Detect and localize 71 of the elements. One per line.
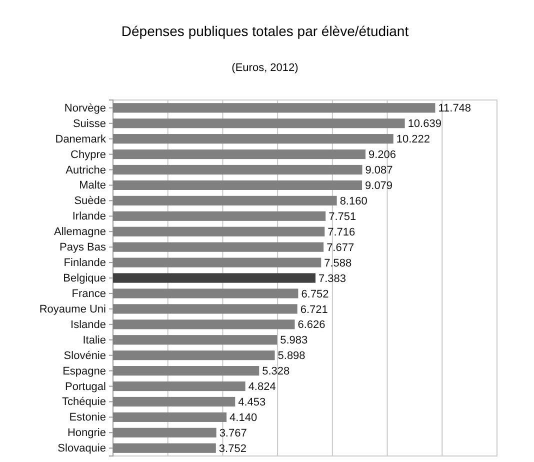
data-label: 4.824 <box>248 381 276 394</box>
y-tick-label: Royaume Uni <box>39 303 106 316</box>
bar <box>113 118 405 128</box>
bar <box>113 273 316 283</box>
bar <box>113 320 295 330</box>
bar <box>113 288 298 298</box>
data-label: 6.752 <box>301 288 329 300</box>
data-label: 9.079 <box>365 180 393 192</box>
y-tick-label: Suisse <box>72 118 106 130</box>
y-tick-label: Malte <box>79 180 106 192</box>
data-label: 5.328 <box>262 366 290 378</box>
data-label: 9.087 <box>365 164 393 177</box>
y-tick-label: France <box>72 288 106 300</box>
data-label: 4.140 <box>230 412 258 424</box>
bar <box>113 304 298 314</box>
data-label: 5.983 <box>280 334 308 347</box>
bar <box>113 443 216 453</box>
bar <box>113 366 260 376</box>
y-tick-label: Italie <box>82 334 106 346</box>
y-tick-label: Espagne <box>62 365 106 378</box>
data-label: 6.626 <box>298 319 326 332</box>
data-label: 10.639 <box>408 118 442 130</box>
data-label: 7.677 <box>326 242 354 254</box>
y-tick-label: Allemagne <box>54 226 106 238</box>
data-label: 8.160 <box>340 196 368 208</box>
y-tick-label: Slovaquie <box>58 442 106 455</box>
y-tick-label: Portugal <box>65 380 106 393</box>
bar <box>113 258 322 268</box>
chart-title: Dépenses publiques totales par élève/étudiant <box>121 23 409 39</box>
y-tick-label: Pays Bas <box>60 242 106 254</box>
bar <box>113 350 275 360</box>
bar <box>113 180 362 190</box>
data-label: 3.752 <box>218 442 246 455</box>
bar <box>113 103 436 113</box>
data-label: 9.206 <box>368 149 396 162</box>
bar <box>113 149 366 160</box>
y-tick-label: Tchéquie <box>62 396 106 408</box>
y-tick-label: Suède <box>74 195 106 208</box>
data-label: 11.748 <box>438 102 472 115</box>
bar <box>113 196 337 206</box>
data-label: 5.898 <box>278 350 306 362</box>
y-tick-label: Slovénie <box>64 350 106 362</box>
y-tick-label: Autriche <box>66 164 106 176</box>
y-tick-label: Estonie <box>69 412 106 424</box>
chart-subtitle: (Euros, 2012) <box>232 62 298 74</box>
bar <box>113 134 394 144</box>
y-tick-label: Chypre <box>70 148 106 161</box>
y-tick-label: Danemark <box>55 133 106 146</box>
bar <box>113 381 246 392</box>
y-tick-label: Belgique <box>63 272 106 285</box>
bar <box>113 428 216 438</box>
bar <box>113 211 326 221</box>
bar <box>113 226 325 236</box>
y-tick-label: Islande <box>70 318 106 331</box>
data-label: 4.453 <box>238 396 266 409</box>
data-label: 7.751 <box>328 210 356 223</box>
bar <box>113 242 324 252</box>
bar <box>113 396 236 407</box>
data-label: 10.222 <box>396 134 430 146</box>
data-label: 7.383 <box>318 272 346 285</box>
y-tick-label: Irlande <box>72 210 106 223</box>
y-tick-label: Finlande <box>64 257 106 270</box>
bar <box>113 164 362 175</box>
y-tick-label: Hongrie <box>67 427 106 440</box>
bar <box>113 335 278 345</box>
data-label: 6.721 <box>300 304 328 316</box>
data-label: 7.716 <box>328 226 356 238</box>
y-tick-label: Norvège <box>64 102 106 114</box>
bar <box>113 412 227 422</box>
data-label: 3.767 <box>219 428 247 440</box>
data-label: 7.588 <box>324 257 352 270</box>
